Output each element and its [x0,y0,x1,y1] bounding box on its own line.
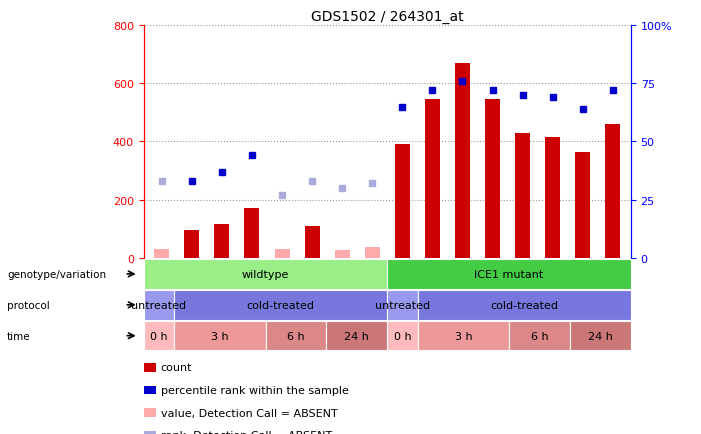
Text: genotype/variation: genotype/variation [7,270,106,279]
Bar [154,250,169,258]
Bar [184,230,199,258]
Bar [576,152,590,258]
Text: cold-treated: cold-treated [247,300,315,310]
Bar [305,226,320,258]
Text: 0 h: 0 h [394,331,411,341]
Text: cold-treated: cold-treated [490,300,558,310]
Bar [515,133,530,258]
Bar [455,64,470,258]
Title: GDS1502 / 264301_at: GDS1502 / 264301_at [311,10,463,23]
Text: rank, Detection Call = ABSENT: rank, Detection Call = ABSENT [161,431,332,434]
Bar [365,247,380,258]
Text: 24 h: 24 h [344,331,369,341]
Bar [425,100,440,258]
Text: untreated: untreated [131,300,186,310]
Text: count: count [161,363,192,372]
Text: percentile rank within the sample: percentile rank within the sample [161,385,348,395]
Text: time: time [7,331,31,341]
Text: 3 h: 3 h [211,331,229,341]
Text: ICE1 mutant: ICE1 mutant [475,270,544,279]
Text: 6 h: 6 h [531,331,548,341]
Bar [485,100,500,258]
Text: wildtype: wildtype [242,270,290,279]
Text: 24 h: 24 h [588,331,613,341]
Bar [245,209,259,258]
Bar [545,138,560,258]
Bar [275,250,290,258]
Bar [395,145,410,258]
Bar [606,125,620,258]
Text: 6 h: 6 h [287,331,305,341]
Text: untreated: untreated [375,300,430,310]
Text: protocol: protocol [7,300,50,310]
Bar [215,225,229,258]
Text: 0 h: 0 h [150,331,168,341]
Text: value, Detection Call = ABSENT: value, Detection Call = ABSENT [161,408,337,418]
Bar [334,250,350,258]
Text: 3 h: 3 h [455,331,472,341]
